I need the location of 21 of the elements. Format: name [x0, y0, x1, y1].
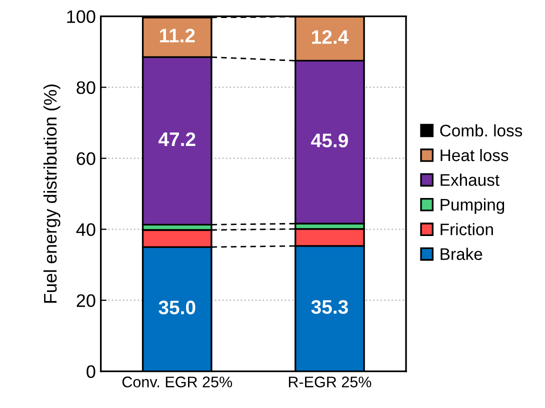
y-tick-label: 20 — [76, 294, 96, 308]
legend-label: Exhaust — [440, 174, 500, 186]
y-tick-label: 40 — [76, 223, 96, 236]
data-label: 11.2 — [160, 28, 195, 42]
legend-label: Friction — [440, 223, 493, 236]
x-tick-label: Conv. EGR 25% — [122, 376, 232, 388]
data-label: 45.9 — [311, 134, 348, 148]
data-label: 12.4 — [312, 30, 349, 44]
legend-label: Comb. loss — [440, 124, 522, 137]
y-tick-label: 80 — [76, 81, 96, 94]
legend-label: Pumping — [440, 198, 504, 214]
data-label: 47.2 — [158, 132, 196, 146]
y-axis-title: Fuel energy distribution (%) — [43, 84, 60, 303]
legend-label: Heat loss — [440, 148, 508, 162]
x-tick-label: R-EGR 25% — [288, 376, 372, 388]
y-tick-label: 100 — [67, 10, 96, 24]
y-tick-label: 0 — [86, 365, 96, 378]
data-label: 35.3 — [311, 300, 348, 314]
y-tick-label: 60 — [76, 152, 96, 166]
legend-label: Brake — [440, 248, 482, 260]
data-label: 35.0 — [158, 300, 196, 314]
